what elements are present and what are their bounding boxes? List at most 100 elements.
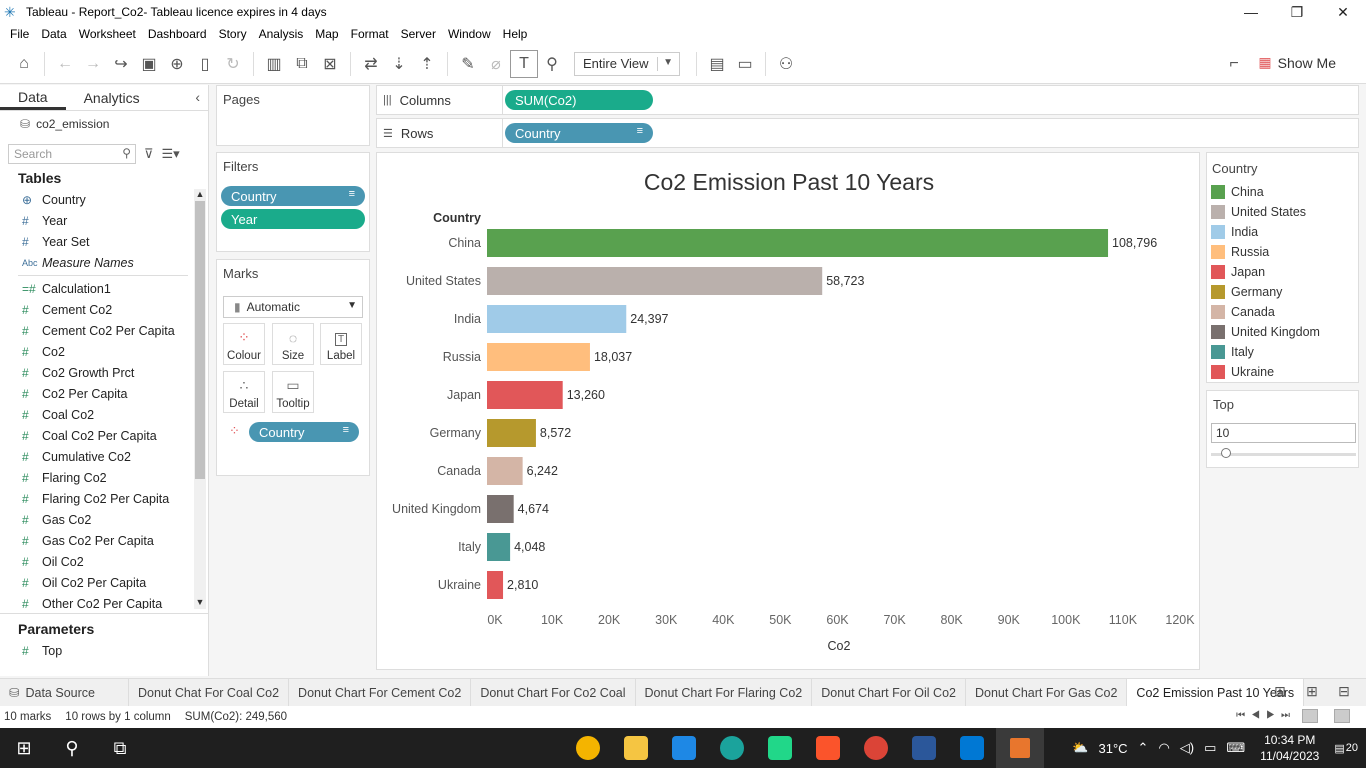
marks-pill-country[interactable]: Country ≡ xyxy=(249,422,359,442)
sheet-sorter-icon[interactable] xyxy=(1302,709,1318,723)
sort-descending-icon[interactable]: ⇡ xyxy=(420,55,434,73)
field-item[interactable]: # Co2 Growth Prct xyxy=(22,365,135,380)
field-item[interactable]: # Flaring Co2 Per Capita xyxy=(22,491,170,506)
datasource-item[interactable]: ⛁ co2_emission xyxy=(0,111,208,137)
menu-data[interactable]: Data xyxy=(41,27,67,41)
field-item[interactable]: =# Calculation1 xyxy=(22,281,111,296)
pycharm-icon[interactable] xyxy=(756,728,804,768)
tooltip-button[interactable]: ▭ Tooltip xyxy=(272,371,314,413)
top-slider-track[interactable] xyxy=(1211,453,1356,456)
menu-map[interactable]: Map xyxy=(315,27,339,41)
weather-icon[interactable]: ⛅ xyxy=(1072,740,1089,755)
sheet-tab[interactable]: Donut Chart For Flaring Co2 xyxy=(636,679,813,706)
language-icon[interactable]: ⌨ xyxy=(1226,740,1246,755)
legend-item[interactable]: India xyxy=(1207,222,1358,242)
file-explorer-icon[interactable] xyxy=(612,728,660,768)
legend-item[interactable]: China xyxy=(1207,182,1358,202)
bar-chart[interactable]: Co2 Emission Past 10 Years Country Co2 C… xyxy=(377,153,1199,669)
view-options-icon[interactable]: ☰▾ xyxy=(161,146,180,161)
filter-icon[interactable]: ⊽ xyxy=(144,146,154,161)
label-button[interactable]: T Label xyxy=(320,323,362,365)
parameter-item[interactable]: # Top xyxy=(22,643,63,658)
legend-item[interactable]: United Kingdom xyxy=(1207,322,1358,342)
columns-shelf[interactable]: ||| Columns SUM(Co2) xyxy=(376,85,1359,115)
bar[interactable] xyxy=(487,267,823,295)
field-item[interactable]: Abc Measure Names xyxy=(22,255,134,270)
word-icon[interactable] xyxy=(900,728,948,768)
filter-pill-year[interactable]: Year xyxy=(221,209,365,229)
sheet-navigation[interactable]: ⏮◀▶⏭ xyxy=(1236,710,1296,721)
task-view-icon[interactable]: ⧉ xyxy=(113,737,127,758)
paint-icon[interactable]: ⌐ xyxy=(1229,54,1239,72)
clear-sheet-icon[interactable]: ⊠ xyxy=(323,55,337,73)
bar[interactable] xyxy=(487,305,627,333)
field-item[interactable]: # Oil Co2 Per Capita xyxy=(22,575,147,590)
duplicate-icon[interactable]: ⧉ xyxy=(296,54,308,72)
home-icon[interactable]: ⌂ xyxy=(19,54,29,72)
menu-worksheet[interactable]: Worksheet xyxy=(78,27,136,41)
legend-item[interactable]: Canada xyxy=(1207,302,1358,322)
notifications-icon[interactable]: ▤ xyxy=(1334,742,1345,755)
chevron-up-icon[interactable]: ▲ xyxy=(195,189,205,199)
top-slider-handle[interactable] xyxy=(1221,448,1231,458)
bar[interactable] xyxy=(487,229,1109,257)
sheet-tab[interactable]: Donut Chart For Cement Co2 xyxy=(289,679,472,706)
menu-format[interactable]: Format xyxy=(350,27,389,41)
show-cards-icon[interactable]: ▤ xyxy=(709,55,725,73)
field-item[interactable]: # Other Co2 Per Capita xyxy=(22,596,163,610)
new-datasource-icon[interactable]: ⊕ xyxy=(170,55,184,73)
columns-pill[interactable]: SUM(Co2) xyxy=(505,90,653,110)
windows-start-icon[interactable]: ⊞ xyxy=(16,737,32,758)
rows-shelf[interactable]: ☰ Rows Country ≡ xyxy=(376,118,1359,148)
tab-data-source[interactable]: ⛁ Data Source xyxy=(0,679,129,706)
bar[interactable] xyxy=(487,533,511,561)
show-me-button[interactable]: ▦ Show Me xyxy=(1258,54,1336,71)
menu-server[interactable]: Server xyxy=(400,27,436,41)
legend-item[interactable]: Germany xyxy=(1207,282,1358,302)
highlight-icon[interactable]: ✎ xyxy=(461,55,475,73)
menu-story[interactable]: Story xyxy=(218,27,247,41)
sheet-tab[interactable]: Donut Chat For Coal Co2 xyxy=(129,679,290,706)
new-dashboard-icon[interactable]: ⊞ xyxy=(1306,683,1318,699)
legend-item[interactable]: Italy xyxy=(1207,342,1358,362)
field-item[interactable]: # Cement Co2 Per Capita xyxy=(22,323,175,338)
show-labels-icon[interactable]: T xyxy=(510,49,538,78)
pin-icon[interactable]: ⚲ xyxy=(546,55,558,73)
sort-ascending-icon[interactable]: ⇣ xyxy=(392,55,406,73)
fit-dropdown[interactable]: Entire View ▼ xyxy=(574,51,680,76)
search-input[interactable]: Search ⚲ xyxy=(8,144,136,164)
sheet-tab[interactable]: Donut Chart For Co2 Coal xyxy=(471,679,636,706)
undo-icon[interactable]: ← xyxy=(57,54,73,72)
filter-pill-country[interactable]: Country ≡ xyxy=(221,186,365,206)
menu-dashboard[interactable]: Dashboard xyxy=(147,27,207,41)
tab-data[interactable]: Data xyxy=(0,89,66,110)
save-icon[interactable]: ▣ xyxy=(141,55,157,73)
swap-icon[interactable]: ⇄ xyxy=(364,55,378,73)
chrome-profile-icon[interactable] xyxy=(852,728,900,768)
clock[interactable]: 10:34 PM 11/04/2023 xyxy=(1260,732,1319,764)
replay-icon[interactable]: ↪ xyxy=(114,55,128,73)
field-item[interactable]: # Coal Co2 Per Capita xyxy=(22,428,157,443)
group-icon[interactable]: ⌀ xyxy=(491,55,501,73)
rows-pill[interactable]: Country ≡ xyxy=(505,123,653,143)
collapse-icon[interactable]: ‹ xyxy=(195,89,200,105)
bar[interactable] xyxy=(487,457,523,485)
presentation-icon[interactable]: ▭ xyxy=(737,55,753,73)
field-item[interactable]: ⊕ Country xyxy=(22,192,86,207)
close-icon[interactable]: ✕ xyxy=(1337,3,1349,20)
field-item[interactable]: # Co2 Per Capita xyxy=(22,386,128,401)
chrome-icon[interactable] xyxy=(564,728,612,768)
bar[interactable] xyxy=(487,381,563,409)
field-item[interactable]: # Cement Co2 xyxy=(22,302,113,317)
tab-analytics[interactable]: Analytics xyxy=(83,90,140,106)
battery-icon[interactable]: ▭ xyxy=(1204,740,1217,755)
bar[interactable] xyxy=(487,343,590,371)
colour-button[interactable]: ⁘ Colour xyxy=(223,323,265,365)
legend-item[interactable]: Japan xyxy=(1207,262,1358,282)
restore-icon[interactable]: ❐ xyxy=(1290,3,1304,20)
photos-icon[interactable] xyxy=(948,728,996,768)
field-item[interactable]: # Year xyxy=(22,213,68,228)
pause-updates-icon[interactable]: ▯ xyxy=(200,55,210,73)
bar[interactable] xyxy=(487,419,536,447)
share-icon[interactable]: ⚇ xyxy=(778,55,794,73)
